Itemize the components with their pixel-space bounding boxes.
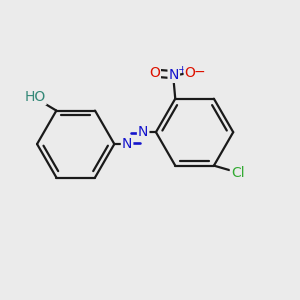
Text: N: N bbox=[138, 125, 148, 139]
Text: Cl: Cl bbox=[231, 166, 244, 180]
Text: O: O bbox=[149, 66, 160, 80]
Text: +: + bbox=[177, 64, 187, 75]
Text: N: N bbox=[169, 68, 179, 82]
Text: N: N bbox=[122, 137, 132, 151]
Text: O: O bbox=[185, 66, 196, 80]
Text: −: − bbox=[194, 65, 206, 79]
Text: HO: HO bbox=[24, 90, 46, 104]
